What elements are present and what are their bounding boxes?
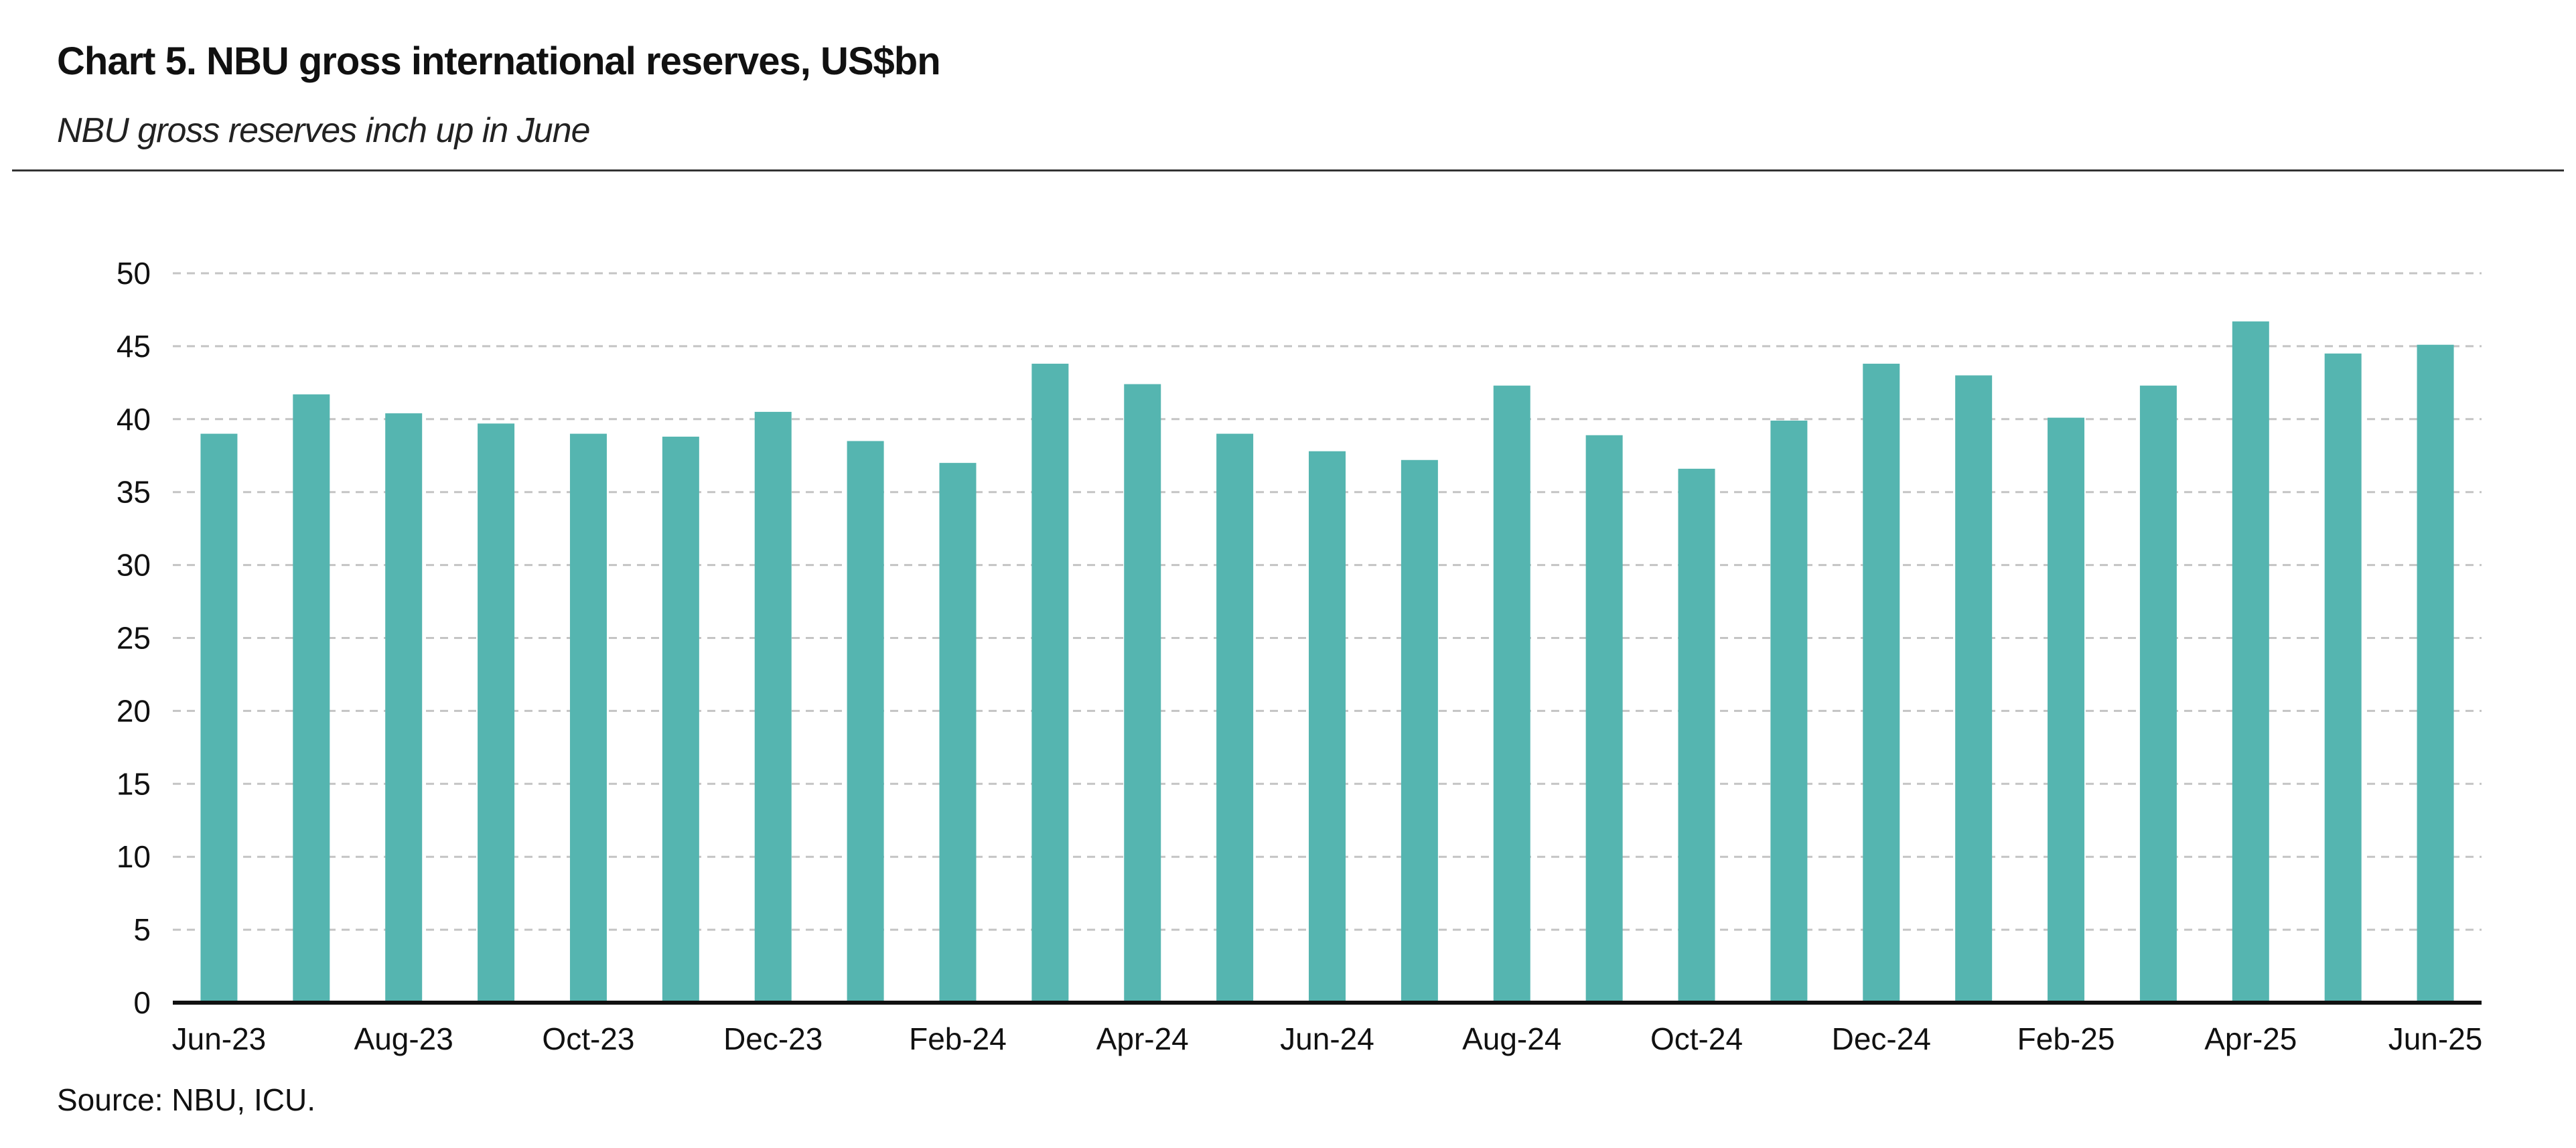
y-tick-label: 10: [117, 839, 151, 874]
x-tick-label: Dec-24: [1832, 1021, 1931, 1056]
y-axis-tick-labels: 0 5 10 15 20 25 30 35 40 45 50: [117, 256, 151, 1020]
bar-Sep-24: [1585, 435, 1623, 1003]
x-tick-label: Feb-24: [909, 1021, 1007, 1056]
bar-Jul-23: [293, 394, 330, 1003]
x-tick-label: Jun-23: [172, 1021, 267, 1056]
bar-Aug-24: [1493, 385, 1530, 1003]
bar-Jan-25: [1955, 375, 1993, 1003]
bar-May-24: [1216, 433, 1254, 1003]
y-tick-label: 25: [117, 621, 151, 656]
bar-May-25: [2324, 353, 2362, 1003]
bar-Dec-23: [754, 411, 792, 1003]
bar-Apr-24: [1124, 384, 1161, 1003]
y-tick-label: 40: [117, 402, 151, 437]
y-tick-label: 45: [117, 329, 151, 364]
chart-subtitle: NBU gross reserves inch up in June: [57, 111, 590, 150]
bar-Jun-24: [1309, 451, 1346, 1003]
x-tick-label: Feb-25: [2017, 1021, 2115, 1056]
bar-Dec-24: [1863, 364, 1900, 1003]
x-tick-label: Jun-25: [2388, 1021, 2483, 1056]
x-axis-tick-labels: Jun-23 Aug-23 Oct-23 Dec-23 Feb-24 Apr-24 Jun-…: [172, 1021, 2483, 1056]
x-tick-label: Aug-23: [354, 1021, 453, 1056]
chart-title: Chart 5. NBU gross international reserve…: [57, 40, 941, 83]
bar-Jun-23: [200, 433, 238, 1003]
y-tick-label: 20: [117, 693, 151, 728]
bar-Jun-25: [2417, 344, 2454, 1003]
x-tick-label: Oct-24: [1650, 1021, 1743, 1056]
y-tick-label: 0: [133, 985, 151, 1020]
x-tick-label: Oct-23: [542, 1021, 634, 1056]
bar-Feb-24: [939, 463, 977, 1003]
bar-Oct-23: [569, 433, 607, 1003]
bar-Jan-24: [847, 441, 884, 1003]
source-note: Source: NBU, ICU.: [57, 1082, 315, 1117]
bar-Aug-23: [385, 413, 423, 1003]
bar-Nov-24: [1770, 420, 1808, 1003]
x-tick-label: Jun-24: [1280, 1021, 1374, 1056]
bars: [200, 321, 2454, 1003]
y-tick-label: 30: [117, 548, 151, 583]
x-tick-label: Dec-23: [723, 1021, 822, 1056]
bar-Nov-23: [662, 436, 699, 1003]
bar-Mar-24: [1031, 364, 1069, 1003]
bar-Mar-25: [2139, 385, 2177, 1003]
y-tick-label: 15: [117, 766, 151, 801]
bar-Sep-23: [478, 423, 515, 1003]
header-divider: [12, 169, 2564, 171]
y-tick-label: 35: [117, 475, 151, 510]
bar-Oct-24: [1678, 468, 1715, 1003]
bar-Feb-25: [2048, 417, 2085, 1003]
bar-Jul-24: [1401, 459, 1438, 1003]
bar-Apr-25: [2232, 321, 2269, 1003]
y-tick-label: 50: [117, 256, 151, 291]
x-tick-label: Apr-25: [2204, 1021, 2297, 1056]
x-tick-label: Apr-24: [1096, 1021, 1189, 1056]
y-tick-label: 5: [133, 912, 151, 947]
x-tick-label: Aug-24: [1462, 1021, 1561, 1056]
